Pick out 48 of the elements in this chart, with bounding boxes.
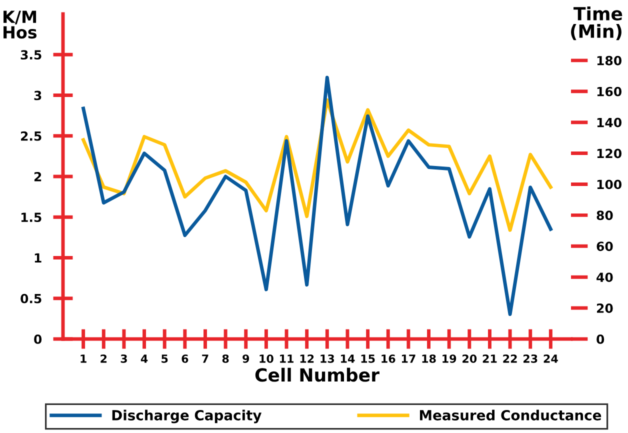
y-tick-label: 0 [34,334,42,344]
x-tick-label: 5 [162,354,168,363]
y2-tick-label: 60 [596,242,613,252]
y-tick-label: 1.5 [21,212,42,222]
x-tick-label: 23 [524,354,538,363]
x-tick-label: 16 [382,354,396,363]
x-tick-label: 21 [482,354,497,363]
x-tick-label: 4 [140,354,148,363]
y-tick-label: 3 [34,90,42,100]
x-tick-label: 24 [544,354,558,363]
y-tick-label: 3.5 [20,50,42,60]
y-tick-label: 0.5 [20,294,42,304]
x-tick-label: 15 [361,354,375,363]
x-tick-label: 8 [222,354,229,363]
legend-label: Measured Conductance [420,410,602,420]
x-tick-label: 10 [260,354,274,363]
y2-tick-label: 120 [597,148,622,158]
x-tick-label: 18 [422,354,436,363]
y2-tick-label: 100 [597,180,622,190]
y2-tick-label: 180 [597,56,622,66]
y2-tick-label: 80 [596,210,613,220]
x-tick-label: 9 [242,354,250,363]
y2-tick-label: 20 [596,304,613,313]
line-series [82,76,552,316]
x-tick-label: 3 [120,354,127,363]
x-tick-label: 22 [503,354,517,363]
x-tick-label: 6 [182,354,188,363]
x-tick-label: 2 [100,354,107,363]
x-tick-label: 7 [202,354,208,363]
x-tick-label: 12 [300,354,314,363]
x-tick-label: 11 [280,354,294,363]
y-tick-label: 2.5 [21,131,42,141]
x-tick-label: 14 [341,354,355,363]
y2-tick-label: 140 [597,118,622,128]
x-tick-label: 1 [80,354,86,363]
x-axis-title: Cell Number [255,368,380,382]
y2-tick-label: 160 [597,86,622,96]
y-axis-title: K/M Hos [4,10,37,39]
legend-label: Discharge Capacity [112,410,262,424]
x-tick-label: 20 [462,354,477,363]
y2-tick-label: 40 [596,272,613,282]
x-tick-label: 13 [320,354,334,363]
y-tick-label: 1 [34,253,42,262]
x-tick-label: 17 [402,354,416,363]
y2-axis-title: Time (Min) [571,6,622,40]
x-tick-label: 19 [442,354,456,363]
y2-tick-label: 0 [596,334,604,344]
y-tick-label: 2 [34,172,42,182]
